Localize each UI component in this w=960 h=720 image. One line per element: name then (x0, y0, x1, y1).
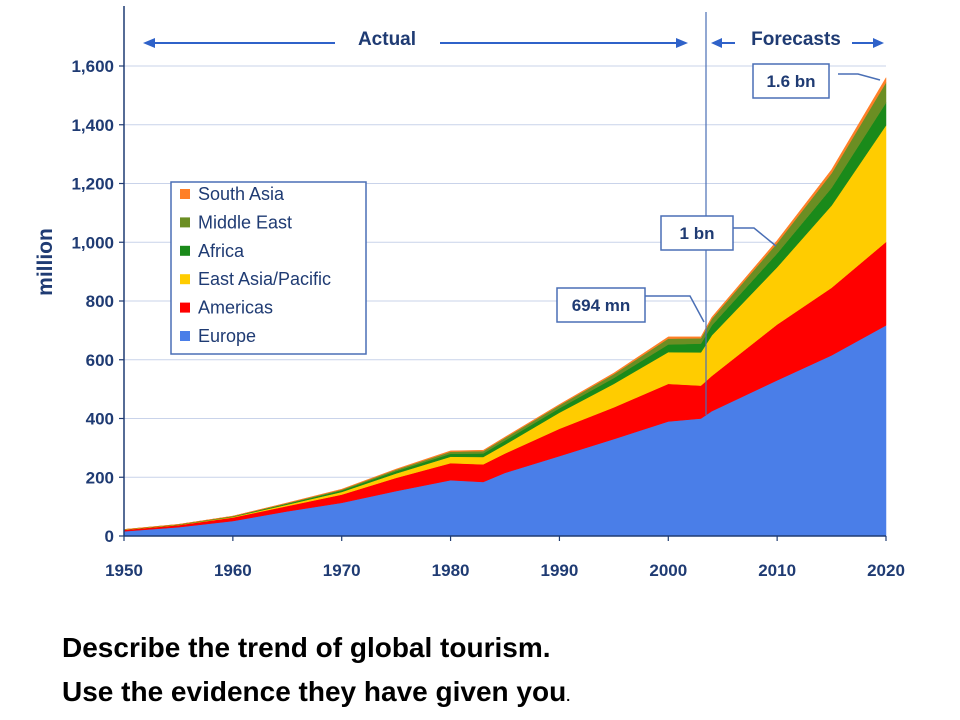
callout-1-6bn: 1.6 bn (752, 63, 881, 99)
x-tick-label-1960: 1960 (214, 561, 252, 580)
y-tick-labels: 0 200 400 600 800 1,000 1,200 1,400 1,600 (71, 57, 124, 546)
question-line-2: Use the evidence they have given you. (62, 676, 570, 708)
question-line-2-text: Use the evidence they have given you (62, 676, 567, 707)
actual-arrowhead-left (143, 38, 155, 48)
y-axis-label: million (34, 228, 57, 296)
callout-1bn-box (660, 215, 734, 251)
legend-label-africa: Africa (198, 241, 245, 261)
forecasts-label: Forecasts (751, 29, 841, 50)
forecast-arrowhead-left (711, 38, 722, 48)
legend: South Asia Middle East Africa East Asia/Pac… (170, 181, 367, 355)
legend-box (170, 181, 367, 355)
x-tick-label-1970: 1970 (323, 561, 361, 580)
x-tick-label-2020: 2020 (867, 561, 905, 580)
stacked-areas (123, 76, 887, 537)
forecast-arrowhead-right (873, 38, 884, 48)
x-tick-label-1980: 1980 (432, 561, 470, 580)
legend-label-middle-east: Middle East (198, 212, 292, 232)
question-line-2-end: . (566, 688, 571, 704)
callout-1-6bn-text: 1.6 bn (766, 72, 815, 91)
legend-label-europe: Europe (198, 326, 256, 346)
callout-694mn-text: 694 mn (572, 296, 631, 315)
y-tick-label-1400: 1,400 (71, 116, 114, 135)
area-south-asia (123, 76, 887, 530)
callout-694mn: 694 mn (556, 287, 705, 323)
callout-1bn-leader (733, 227, 777, 247)
y-tick-label-400: 400 (86, 410, 114, 429)
legend-swatch-africa (180, 245, 190, 256)
legend-swatch-east-asia-pacific (180, 274, 190, 285)
callout-694mn-box (556, 287, 646, 323)
y-tick-label-1200: 1,200 (71, 175, 114, 194)
actual-arrowhead-right (676, 38, 688, 48)
legend-swatch-europe (180, 331, 190, 341)
x-tick-label-1990: 1990 (541, 561, 579, 580)
callout-1-6bn-leader (838, 73, 881, 81)
x-tick-labels: 1950 1960 1970 1980 1990 2000 2010 2020 (105, 536, 905, 580)
x-tick-label-1950: 1950 (105, 561, 143, 580)
callout-1-6bn-box (752, 63, 830, 99)
legend-swatch-americas (180, 302, 190, 313)
y-tick-label-600: 600 (86, 351, 114, 370)
axes (123, 6, 886, 537)
y-tick-label-800: 800 (86, 292, 114, 311)
legend-swatch-south-asia (180, 189, 190, 199)
legend-label-south-asia: South Asia (198, 184, 285, 204)
y-tick-label-200: 200 (86, 468, 114, 487)
callout-1bn-text: 1 bn (680, 224, 715, 243)
period-header: Actual Forecasts (143, 12, 884, 415)
y-tick-label-1600: 1,600 (71, 57, 114, 76)
y-tick-label-0: 0 (105, 527, 114, 546)
callout-1bn: 1 bn (660, 215, 777, 251)
x-tick-label-2010: 2010 (758, 561, 796, 580)
legend-swatch-middle-east (180, 217, 190, 228)
question-line-1: Describe the trend of global tourism. (62, 632, 551, 663)
actual-label: Actual (358, 29, 416, 50)
x-tick-label-2000: 2000 (649, 561, 687, 580)
y-tick-label-1000: 1,000 (71, 233, 114, 252)
legend-items: South Asia Middle East Africa East Asia/Pac… (180, 184, 331, 346)
legend-label-americas: Americas (198, 298, 273, 318)
callout-694mn-leader (645, 295, 705, 323)
legend-label-east-asia-pacific: East Asia/Pacific (198, 269, 331, 289)
